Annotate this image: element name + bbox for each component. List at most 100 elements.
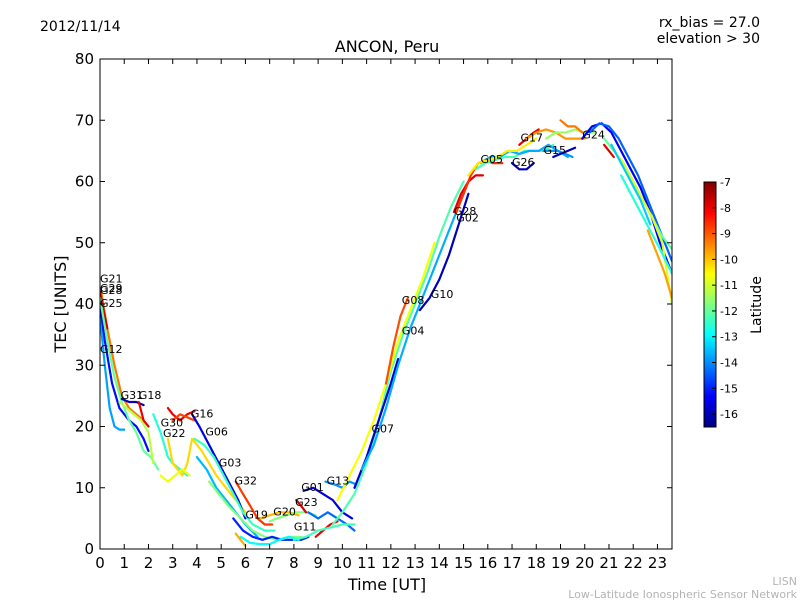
prn-label: G11 <box>294 521 317 534</box>
prn-label: G19 <box>245 508 268 521</box>
tec-series-blue-10 <box>418 192 470 312</box>
prn-label: G25 <box>100 297 123 310</box>
prn-label: G17 <box>521 132 544 145</box>
tec-series-yellow-low <box>234 532 247 548</box>
tec-series-blue-early <box>100 302 150 453</box>
x-tick-label: 8 <box>289 554 299 572</box>
prn-label: G08 <box>402 294 425 307</box>
tec-series-rise-lime <box>336 241 436 502</box>
x-tick-label: 18 <box>527 554 546 572</box>
x-tick-label: 17 <box>502 554 521 572</box>
y-tick-label: 60 <box>75 173 94 191</box>
x-tick-label: 2 <box>144 554 154 572</box>
x-tick-label: 6 <box>241 554 251 572</box>
x-tick-label: 22 <box>624 554 643 572</box>
tec-series-red-early <box>100 290 109 330</box>
prn-label: G03 <box>219 456 242 469</box>
y-tick-label: 30 <box>75 356 94 374</box>
prn-label: G18 <box>139 389 162 402</box>
y-axis-ticks: 0 10 20 30 40 50 60 70 80 <box>75 50 672 558</box>
x-tick-label: 4 <box>192 554 202 572</box>
tec-series-teal-15 <box>542 149 574 159</box>
prn-label: G04 <box>402 325 425 338</box>
prn-label: G21 <box>100 273 123 286</box>
prn-label: G16 <box>191 407 214 420</box>
x-tick-label: 11 <box>357 554 376 572</box>
tec-series-green-a <box>100 296 160 471</box>
credit-long: Low-Latitude Ionospheric Sensor Network <box>568 588 797 600</box>
colorbar-tick-label: -7 <box>720 176 731 189</box>
tec-series-lime-mid <box>159 468 191 483</box>
prn-label: G13 <box>327 475 350 488</box>
tec-series-green-fall2 <box>619 174 672 275</box>
tec-series-orange-32 <box>234 480 274 526</box>
tec-series-blue-15 <box>552 146 577 159</box>
x-tick-label: 9 <box>313 554 323 572</box>
tec-series-lime-fall <box>612 149 672 306</box>
tec-series-red-23 <box>295 498 308 514</box>
tec-series-rise-green <box>331 180 465 526</box>
tec-series-yellow-top <box>559 119 584 134</box>
x-tick-label: 5 <box>216 554 226 572</box>
prn-label: G28 <box>454 205 477 218</box>
chart-title: ANCON, Peru <box>335 37 439 56</box>
tec-series-green-b <box>118 400 155 465</box>
prn-label-layer: G21G29G28G25G12G31G18G30G22G16G06G03G32G… <box>100 129 605 534</box>
x-axis-label: Time [UT] <box>347 575 426 594</box>
prn-label: G10 <box>431 288 454 301</box>
x-tick-label: 1 <box>119 554 129 572</box>
colorbar-tick-label: -15 <box>720 382 738 395</box>
tec-series-teal-early <box>100 315 126 431</box>
prn-label: G31 <box>121 389 144 402</box>
tec-series-blue-06 <box>191 413 247 520</box>
prn-label: G15 <box>544 144 567 157</box>
x-tick-label: 0 <box>95 554 105 572</box>
colorbar-tick-label: -9 <box>720 228 731 241</box>
tec-series-red-fall <box>602 143 615 159</box>
prn-label: G01 <box>301 481 324 494</box>
tec-series-orange-16 <box>171 413 196 422</box>
y-tick-label: 50 <box>75 234 94 252</box>
tec-series-red-18 <box>137 400 150 428</box>
prn-label: G30 <box>161 417 184 430</box>
tec-series-rise-orange <box>384 296 409 385</box>
x-tick-label: 13 <box>406 554 425 572</box>
tec-series-green-11 <box>292 523 356 541</box>
colorbar-tick-label: -12 <box>720 305 738 318</box>
tec-series-blue-24 <box>581 122 672 275</box>
tec-series-yellow-fall <box>646 229 672 299</box>
prn-label: G28 <box>100 284 123 297</box>
tec-series-cyan-24 <box>588 122 672 263</box>
rx-bias-label: rx_bias = 27.0 <box>659 15 760 31</box>
x-axis-ticks: 0 1 2 3 4 5 6 7 8 9 10 11 12 13 14 15 16 17 18 19 20 21 22 23 <box>95 59 667 572</box>
prn-label: G22 <box>163 427 186 440</box>
x-tick-label: 12 <box>381 554 400 572</box>
x-tick-label: 23 <box>648 554 667 572</box>
y-tick-label: 0 <box>84 540 94 558</box>
colorbar <box>703 181 717 428</box>
y-tick-label: 70 <box>75 111 94 129</box>
colorbar-tick-label: -10 <box>720 253 738 266</box>
x-tick-label: 16 <box>478 554 497 572</box>
tec-series-blue-01 <box>302 486 354 520</box>
y-tick-label: 40 <box>75 295 94 313</box>
prn-label: G24 <box>582 129 605 142</box>
tec-series-lime-05 <box>467 137 538 177</box>
y-tick-label: 20 <box>75 418 94 436</box>
colorbar-label: Latitude <box>749 276 765 334</box>
tec-series-green-d <box>193 437 276 532</box>
x-tick-label: 10 <box>333 554 352 572</box>
prn-label: G06 <box>205 426 228 439</box>
prn-label: G05 <box>481 153 504 166</box>
x-tick-label: 14 <box>430 554 449 572</box>
tec-series-yellow-mid <box>166 437 247 514</box>
colorbar-tick-label: -16 <box>720 408 738 421</box>
x-tick-label: 21 <box>599 554 618 572</box>
colorbar-tick-label: -13 <box>720 331 738 344</box>
tec-series-blue-26 <box>510 162 535 171</box>
prn-label: G23 <box>295 496 318 509</box>
colorbar-ticks: -7 -8 -9 -10 -11 -12 -13 -14 -15 -16 <box>712 176 738 421</box>
x-tick-label: 3 <box>168 554 178 572</box>
y-tick-label: 10 <box>75 479 94 497</box>
